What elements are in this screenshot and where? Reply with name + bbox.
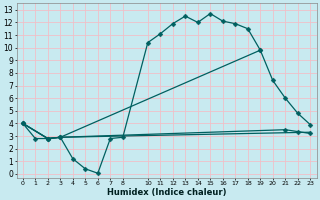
- X-axis label: Humidex (Indice chaleur): Humidex (Indice chaleur): [107, 188, 226, 197]
